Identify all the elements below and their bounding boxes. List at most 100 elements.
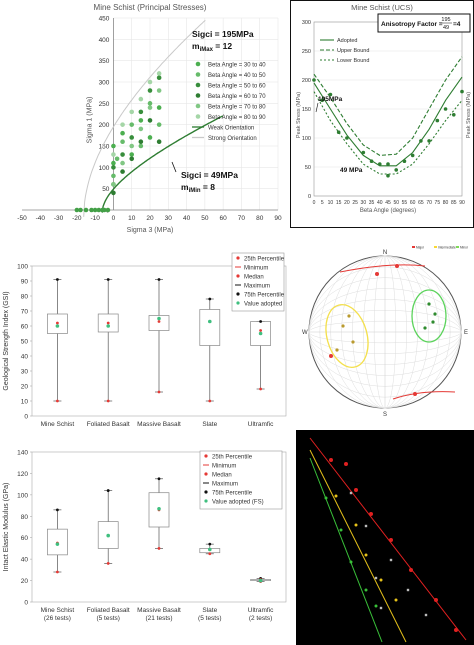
y-tick-label: 100: [99, 165, 110, 172]
legend-label: Major: [416, 246, 425, 250]
legend-label: Strong Orientation: [208, 136, 257, 142]
pole-major: [413, 392, 417, 396]
category-label: Ultramfic: [248, 421, 274, 428]
legend-label: Beta Angle = 60 to 70: [208, 94, 266, 100]
annotation-mmax: miMax = 12: [192, 41, 232, 53]
y-tick-label: 10: [21, 399, 29, 406]
ucs-chart: Mine Schist (UCS) 0 50 100 150 200 250 300 0 5 10 1…: [290, 0, 474, 228]
data-point: [78, 207, 83, 213]
x-tick-label: 65: [418, 200, 424, 206]
category-label: Massive Basalt: [137, 421, 181, 428]
x-tick-label: 55: [402, 200, 408, 206]
x-tick-label: 10: [328, 200, 334, 206]
legend-label: Lower Bound: [337, 58, 369, 64]
yellow-point: [354, 523, 358, 527]
y-tick-label: 80: [21, 294, 29, 301]
x-tick-label: 0: [313, 200, 316, 206]
min-marker: [56, 399, 59, 403]
data-point: [138, 118, 144, 123]
data-point: [92, 207, 98, 213]
yellow-point: [364, 553, 368, 557]
legend-label: Maximum: [244, 284, 270, 290]
green-point: [339, 528, 343, 532]
data-point: [156, 105, 162, 110]
green-trend-line: [309, 457, 383, 643]
label-49mpa: 49 MPa: [340, 167, 363, 174]
green-point: [364, 588, 368, 592]
max-marker: [56, 278, 59, 281]
data-point: [394, 168, 399, 172]
legend-marker: [456, 246, 459, 248]
data-point: [147, 101, 153, 106]
adopted-marker: [258, 578, 263, 583]
pole-intermediate: [347, 314, 351, 318]
data-point: [156, 71, 162, 76]
y-axis-label: Peak Stress (MPa): [296, 92, 302, 138]
median-marker: [157, 320, 161, 323]
legend-marker: [434, 246, 437, 248]
legend-label: Beta Angle = 70 to 80: [208, 105, 266, 111]
anisotropy-denominator: 49: [443, 25, 449, 31]
x-tick-label: 15: [336, 200, 342, 206]
legend-box: [231, 252, 285, 312]
data-point: [129, 143, 135, 149]
category-sublabel: (21 tests): [145, 615, 172, 622]
x-tick-label: -40: [36, 215, 46, 222]
data-point: [386, 173, 390, 178]
max-marker: [208, 542, 212, 546]
data-point: [402, 159, 407, 163]
legend-label: Adopted: [337, 38, 358, 44]
seismic-chart: [296, 430, 474, 645]
x-tick-label: -20: [72, 215, 82, 222]
y-tick-label: 200: [99, 122, 110, 129]
legend-marker: [236, 292, 240, 296]
anisotropy-numerator: 195: [441, 17, 450, 23]
anisotropy-label: Anisotropy Factor =: [381, 21, 443, 28]
pole-intermediate: [335, 348, 339, 352]
box: [199, 309, 221, 346]
direction-n: N: [383, 250, 387, 256]
legend-label: Value adopted (FS): [212, 500, 264, 506]
y-tick-label: 30: [21, 369, 29, 376]
x-tick-label: 75: [435, 200, 441, 206]
data-point: [361, 150, 366, 155]
data-point: [320, 98, 325, 103]
category-sublabel: (5 tests): [96, 615, 119, 622]
category-label: Mine Schist: [41, 607, 75, 614]
y-axis-label: Geological Strength Index (GSI): [3, 291, 10, 390]
x-tick-label: -50: [17, 215, 27, 222]
pole-intermediate: [341, 324, 345, 328]
data-point: [328, 92, 333, 97]
x-tick-label: 70: [238, 215, 246, 222]
data-point: [111, 160, 116, 166]
pole-minor: [433, 312, 437, 316]
min-marker: [106, 399, 110, 403]
anisotropy-box: [377, 13, 471, 33]
adopted-marker: [208, 547, 212, 552]
seismic-svg: [296, 430, 474, 645]
x-tick-label: 0: [112, 215, 116, 222]
adopted-marker: [106, 324, 110, 328]
cluster-intermediate: [325, 304, 369, 368]
x-tick-label: 10: [128, 215, 136, 222]
min-marker: [208, 552, 212, 556]
legend-label: Weak Orientation: [208, 126, 254, 132]
modulus-chart: 0 20 40 60 80 100 120 140 Intact Elastic Modulus…: [0, 444, 292, 644]
red-trend-line: [309, 437, 467, 641]
max-marker: [106, 489, 110, 492]
data-point: [443, 107, 448, 111]
data-point: [427, 139, 431, 143]
data-point: [435, 118, 440, 123]
x-tick-label: 35: [369, 200, 375, 206]
series-line: [313, 56, 463, 156]
max-marker: [208, 297, 212, 301]
x-tick-label: 45: [385, 200, 391, 206]
data-point: [345, 136, 349, 140]
data-point: [83, 207, 89, 213]
annotation-arrow: [171, 161, 177, 173]
data-point: [386, 162, 390, 166]
y-tick-label: 80: [21, 514, 29, 521]
max-marker: [157, 477, 161, 481]
red-point: [434, 598, 438, 602]
